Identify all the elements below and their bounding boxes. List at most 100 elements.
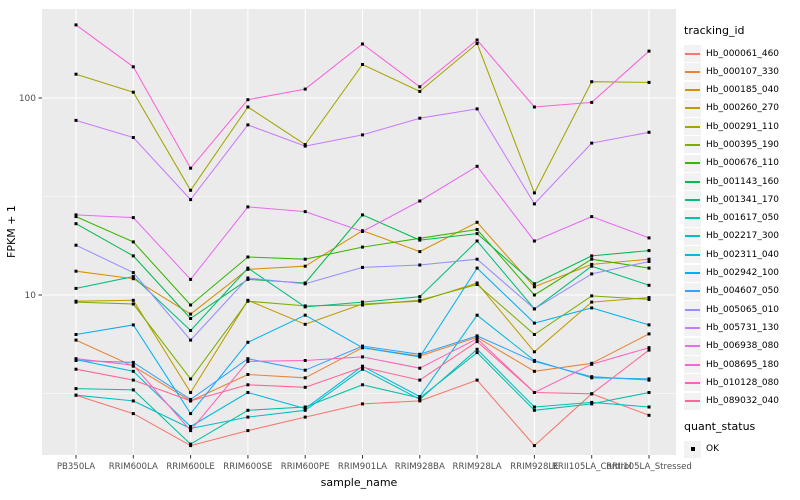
data-point (361, 355, 364, 359)
line-swatch-icon (685, 217, 700, 220)
data-point (246, 105, 250, 109)
line-swatch-icon (685, 162, 700, 165)
line-swatch-icon (685, 198, 700, 201)
legend-key (684, 301, 701, 319)
data-point (246, 266, 250, 270)
y-tick-label: 100 (19, 94, 36, 104)
data-point (361, 63, 364, 66)
legend-entries: Hb_000061_460 Hb_000107_330 Hb_000185_040 H… (684, 45, 798, 410)
data-point (246, 276, 250, 280)
data-point (590, 400, 594, 404)
data-point (131, 302, 135, 306)
data-point (418, 352, 422, 356)
legend-key (684, 319, 701, 337)
data-point (131, 136, 135, 139)
legend-key (684, 246, 701, 264)
data-point (361, 245, 364, 249)
legend-key (684, 209, 701, 227)
data-point (532, 307, 536, 311)
legend-key (684, 118, 701, 136)
data-point (303, 313, 307, 317)
data-point (189, 198, 193, 202)
data-point (131, 388, 135, 392)
data-point (418, 116, 422, 120)
data-point (418, 250, 422, 254)
legend-key (684, 154, 701, 172)
data-point (246, 383, 250, 387)
data-point (189, 377, 193, 381)
data-point (418, 263, 422, 267)
data-point (131, 277, 135, 281)
line-swatch-icon (685, 235, 700, 238)
data-point (246, 408, 250, 412)
data-point (131, 323, 135, 327)
data-point (647, 405, 651, 409)
data-point (74, 215, 78, 219)
y-tick-label: 10 (25, 291, 37, 301)
x-tick-label: RRIM928LA (453, 462, 502, 472)
data-point (74, 222, 78, 226)
data-point (131, 363, 135, 367)
legend-key (684, 374, 701, 392)
data-point (303, 385, 307, 389)
x-tick-label: RRIM600SE (223, 462, 272, 472)
line-swatch-icon (685, 363, 700, 366)
data-point (532, 285, 536, 289)
legend-key (684, 264, 701, 282)
data-point (189, 303, 193, 307)
legend-entry-Hb_002942_100: Hb_002942_100 (684, 264, 798, 282)
data-point (361, 346, 364, 350)
data-point (303, 264, 307, 268)
legend-key (684, 136, 701, 154)
data-point (131, 412, 135, 416)
data-point (189, 442, 193, 446)
data-point (475, 42, 479, 45)
data-point (590, 80, 594, 84)
ok-marker-key (684, 440, 701, 458)
legend-entry-Hb_001143_160: Hb_001143_160 (684, 173, 798, 191)
x-tick-label: RRIM600PE (281, 462, 330, 472)
data-point (303, 405, 307, 409)
data-point (361, 402, 364, 406)
data-point (303, 322, 307, 326)
legend-label: Hb_008695_180 (706, 359, 780, 370)
data-point (647, 257, 651, 261)
data-point (590, 100, 594, 104)
data-point (475, 283, 479, 286)
data-point (74, 338, 78, 342)
data-point (361, 265, 364, 269)
data-point (590, 272, 594, 276)
line-swatch-icon (685, 400, 700, 403)
legend-label: Hb_000185_040 (706, 85, 780, 96)
data-point (303, 359, 307, 362)
data-point (475, 228, 479, 231)
data-point (475, 337, 479, 341)
legend-entry-Hb_001617_050: Hb_001617_050 (684, 209, 798, 227)
data-point (303, 368, 307, 372)
legend-entry-Hb_010128_080: Hb_010128_080 (684, 374, 798, 392)
legend-label: Hb_006938_080 (706, 341, 780, 352)
data-point (590, 392, 594, 396)
legend-label: Hb_000395_190 (706, 139, 780, 150)
data-point (532, 105, 536, 109)
legend-label-ok: OK (706, 444, 719, 455)
line-swatch-icon (685, 272, 700, 275)
data-point (418, 199, 422, 203)
data-point (189, 425, 193, 428)
data-point (361, 42, 364, 46)
data-point (418, 366, 422, 370)
data-point (532, 408, 536, 412)
line-swatch-icon (685, 345, 700, 348)
data-point (418, 355, 422, 359)
data-point (131, 90, 135, 94)
data-point (303, 210, 307, 214)
legend-key (684, 191, 701, 209)
data-point (303, 144, 307, 148)
data-point (74, 269, 78, 273)
data-point (361, 230, 364, 233)
legend-key (684, 227, 701, 245)
data-point (361, 303, 364, 307)
data-point (189, 317, 193, 320)
legend-label: Hb_000260_270 (706, 103, 780, 114)
data-point (532, 333, 536, 336)
